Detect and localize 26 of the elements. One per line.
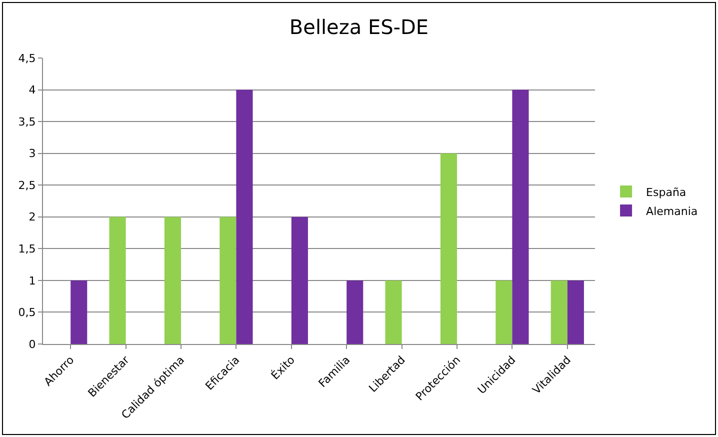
y-tick-label: 2 [28,210,36,224]
legend-label: España [646,186,686,199]
bar [236,90,253,344]
y-tick-label: 2,5 [18,178,36,192]
bar [291,216,308,344]
y-tick-label: 4,5 [18,52,36,65]
bar [109,216,126,344]
bar [220,216,236,344]
bar [164,216,181,344]
y-tick-label: 1 [28,274,36,288]
bar [385,280,402,344]
bar [550,280,568,344]
bar [440,153,457,344]
bar [567,280,584,344]
y-tick-label: 0 [28,338,36,351]
legend-label: Alemania [646,204,698,218]
bar [496,280,512,344]
y-tick-label: 3 [28,147,36,160]
y-tick-label: 0,5 [18,306,36,320]
chart-title: Belleza ES-DE [289,15,429,40]
y-tick-label: 1,5 [18,242,36,256]
bar [512,90,529,344]
bar [346,280,364,344]
y-tick-label: 4 [28,84,36,97]
bar [70,280,88,344]
y-tick-label: 3,5 [18,115,36,128]
